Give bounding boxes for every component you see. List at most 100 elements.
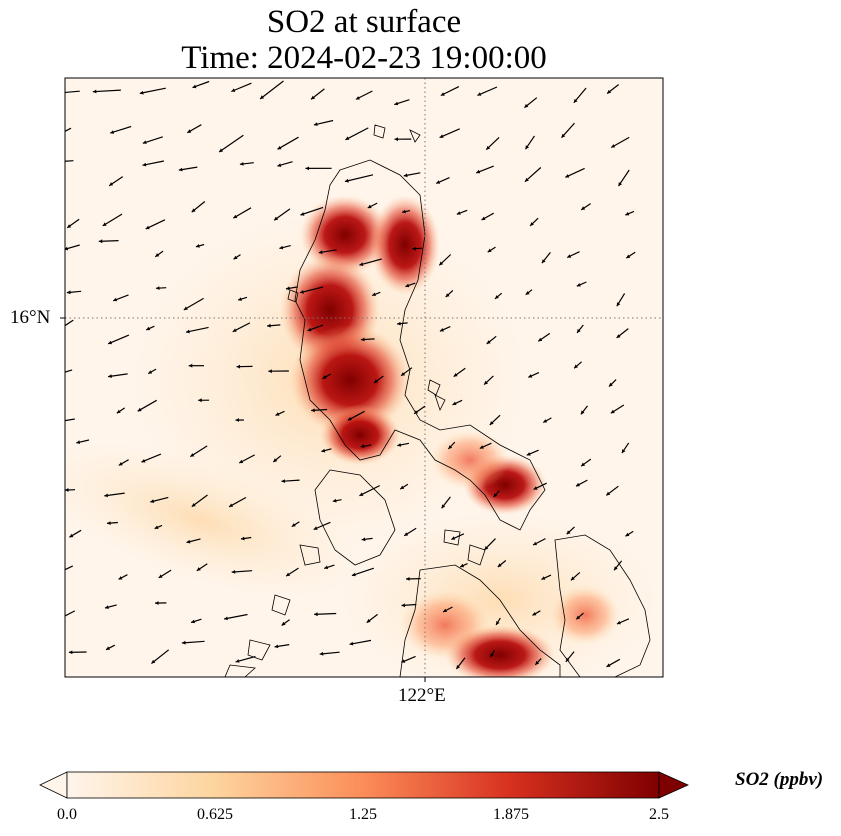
wind-arrow-head — [484, 380, 488, 385]
wind-arrow-head — [580, 410, 585, 415]
wind-arrow-head — [524, 103, 529, 108]
wind-arrow-head — [625, 532, 630, 537]
wind-arrow-head — [436, 180, 441, 184]
wind-arrow-head — [260, 95, 265, 99]
wind-arrow-head — [496, 621, 500, 625]
wind-arrow-head — [49, 136, 53, 139]
wind-arrow-head — [232, 328, 237, 332]
wind-arrow — [439, 128, 460, 139]
wind-arrow-head — [240, 536, 245, 541]
wind-arrow-head — [366, 618, 371, 623]
wind-arrow-head — [191, 503, 196, 507]
wind-arrow-head — [286, 572, 291, 577]
wind-arrow-head — [351, 572, 356, 577]
wind-arrow-head — [355, 96, 360, 100]
wind-arrow-head — [231, 570, 236, 574]
wind-arrow-head — [566, 530, 571, 535]
wind-arrow-head — [196, 567, 201, 571]
wind-arrow-head — [477, 92, 482, 96]
wind-arrow-head — [105, 605, 109, 609]
wind-arrow — [218, 134, 244, 153]
wind-arrow-head — [118, 576, 123, 580]
wind-arrow-head — [313, 122, 318, 126]
wind-arrow-head — [274, 644, 279, 649]
wind-arrow-head — [401, 603, 406, 608]
wind-arrow-head — [322, 375, 327, 379]
wind-arrow-head — [192, 84, 197, 89]
wind-arrow-head — [530, 222, 534, 226]
wind-arrow-head — [307, 327, 312, 332]
wind-arrow-head — [611, 144, 616, 148]
wind-arrow — [151, 649, 170, 664]
wind-arrow-head — [239, 162, 244, 166]
wind-arrow-head — [279, 245, 284, 250]
wind-arrow-head — [319, 651, 324, 656]
wind-arrow — [259, 80, 284, 100]
wind-arrow-head — [616, 620, 621, 625]
wind-arrow-head — [116, 409, 121, 414]
longitude-label: 122°E — [398, 685, 446, 706]
wind-arrow-head — [486, 340, 491, 344]
colorbar-tick-1: 0.625 — [197, 806, 233, 823]
wind-arrow-head — [233, 255, 238, 260]
wind-arrow-head — [576, 615, 581, 620]
wind-arrow-head — [60, 615, 64, 618]
wind-arrow — [137, 399, 157, 412]
wind-arrow — [110, 125, 132, 134]
wind-arrow-head — [286, 286, 290, 291]
wind-arrow-head — [195, 244, 200, 248]
wind-arrow — [92, 89, 121, 93]
wind-arrow-head — [188, 363, 193, 368]
wind-arrow-head — [277, 163, 282, 167]
colorbar-tick-2: 1.25 — [349, 806, 377, 823]
wind-arrow-head — [567, 254, 572, 258]
wind-arrow-head — [497, 563, 502, 567]
wind-arrow-head — [607, 89, 612, 94]
wind-arrow-head — [360, 444, 365, 449]
map-title-line1: SO2 at surface — [266, 4, 462, 40]
wind-arrow-head — [313, 526, 318, 530]
wind-arrow-head — [526, 452, 531, 456]
wind-arrow-head — [361, 537, 366, 542]
wind-arrow-head — [231, 88, 236, 92]
wind-arrow-head — [155, 253, 160, 257]
wind-arrow-head — [401, 659, 406, 663]
wind-arrow-head — [402, 209, 406, 214]
wind-arrow-head — [456, 211, 461, 215]
wind-arrow-head — [456, 665, 460, 669]
wind-arrow-head — [565, 174, 570, 178]
wind-arrow-head — [154, 525, 159, 529]
wind-arrow — [565, 167, 585, 178]
wind-arrow — [223, 613, 248, 620]
wind-arrow-head — [626, 254, 631, 259]
wind-arrow-head — [347, 417, 352, 421]
colorbar — [39, 771, 689, 799]
wind-arrow-head — [360, 337, 365, 342]
wind-arrow-head — [412, 246, 416, 251]
wind-arrow-head — [65, 246, 69, 251]
wind-arrow-head — [104, 493, 108, 498]
wind-arrow-head — [277, 145, 282, 150]
wind-arrow-head — [66, 290, 71, 295]
wind-arrow-head — [139, 90, 144, 95]
wind-arrow — [65, 127, 72, 132]
wind-arrow — [299, 286, 324, 294]
wind-arrow-head — [108, 374, 112, 378]
wind-arrow-head — [55, 571, 59, 574]
wind-arrow-head — [148, 370, 153, 374]
wind-arrow-head — [318, 250, 323, 255]
wind-arrow-head — [606, 491, 611, 496]
wind-arrow-head — [543, 419, 548, 423]
wind-arrow-head — [110, 130, 115, 134]
wind-arrow-head — [69, 533, 74, 538]
wind-arrow-head — [305, 166, 309, 171]
wind-arrow-head — [565, 657, 570, 662]
wind-arrow-head — [190, 453, 195, 457]
wind-arrow-head — [445, 293, 450, 297]
wind-arrow-head — [332, 498, 337, 503]
wind-arrow-head — [414, 410, 419, 414]
wind-arrow — [344, 174, 374, 183]
wind-arrow-head — [98, 239, 103, 244]
wind-arrow-head — [275, 412, 280, 416]
wind-arrow-head — [76, 440, 81, 444]
